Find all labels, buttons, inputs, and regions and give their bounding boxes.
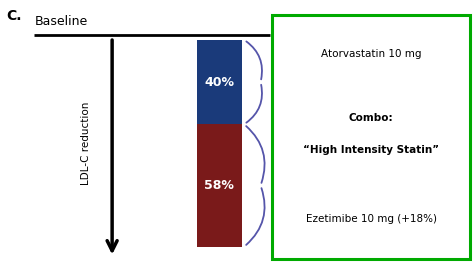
Text: Atorvastatin 10 mg: Atorvastatin 10 mg [321, 49, 421, 59]
FancyBboxPatch shape [273, 15, 470, 259]
Text: 40%: 40% [204, 76, 234, 88]
Text: C.: C. [6, 9, 22, 23]
Text: Baseline: Baseline [35, 15, 88, 28]
Text: Combo:: Combo: [349, 113, 393, 123]
FancyBboxPatch shape [197, 40, 242, 124]
Text: 58%: 58% [204, 179, 234, 192]
Text: LDL-C reduction: LDL-C reduction [81, 102, 91, 185]
FancyBboxPatch shape [197, 124, 242, 247]
Text: Ezetimibe 10 mg (+18%): Ezetimibe 10 mg (+18%) [306, 214, 437, 224]
Text: “High Intensity Statin”: “High Intensity Statin” [303, 145, 439, 155]
